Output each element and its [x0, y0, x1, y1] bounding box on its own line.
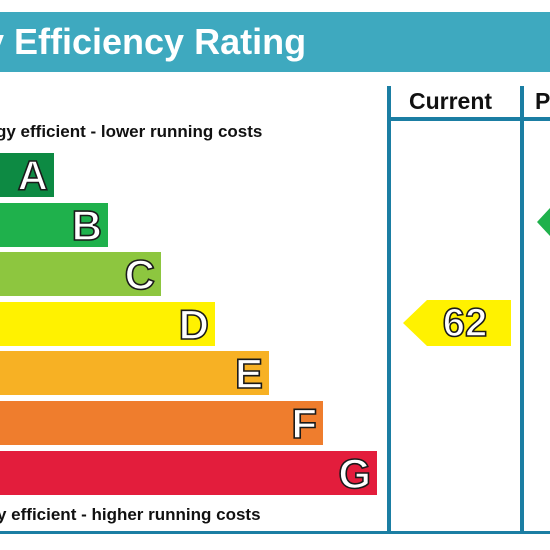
potential-column-header: P: [535, 88, 550, 114]
band-c-label: C: [124, 251, 156, 299]
band-g-label: G: [338, 449, 372, 497]
band-d-label: D: [178, 300, 210, 348]
bottom-rule: [0, 531, 550, 534]
band-g: G: [0, 449, 377, 497]
band-b: B: [0, 201, 108, 249]
band-f-label: F: [291, 400, 318, 448]
column-header-rule: [387, 117, 550, 121]
band-d: D: [0, 300, 215, 348]
bottom-caption: y efficient - higher running costs: [0, 505, 261, 524]
column-divider-right: [520, 86, 524, 534]
band-b-label: B: [71, 201, 103, 249]
current-rating-arrow: [403, 300, 511, 346]
top-caption: gy efficient - lower running costs: [0, 122, 263, 141]
band-a-label: A: [17, 152, 49, 200]
band-f: F: [0, 400, 323, 448]
chart-title: gy Efficiency Rating: [0, 21, 307, 62]
current-rating-value: 62: [442, 300, 488, 346]
column-divider-left: [387, 86, 391, 534]
potential-rating-arrow: [537, 208, 550, 236]
band-a: A: [0, 152, 54, 200]
band-e: E: [0, 350, 269, 398]
band-e-label: E: [234, 350, 264, 398]
current-column-header: Current: [409, 88, 493, 114]
title-bar: gy Efficiency Rating: [0, 12, 550, 72]
band-c: C: [0, 251, 161, 299]
